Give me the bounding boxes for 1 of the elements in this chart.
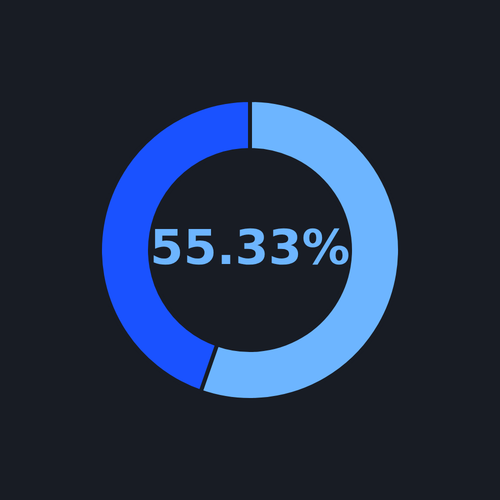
data-label: 55.33% (150, 220, 350, 276)
